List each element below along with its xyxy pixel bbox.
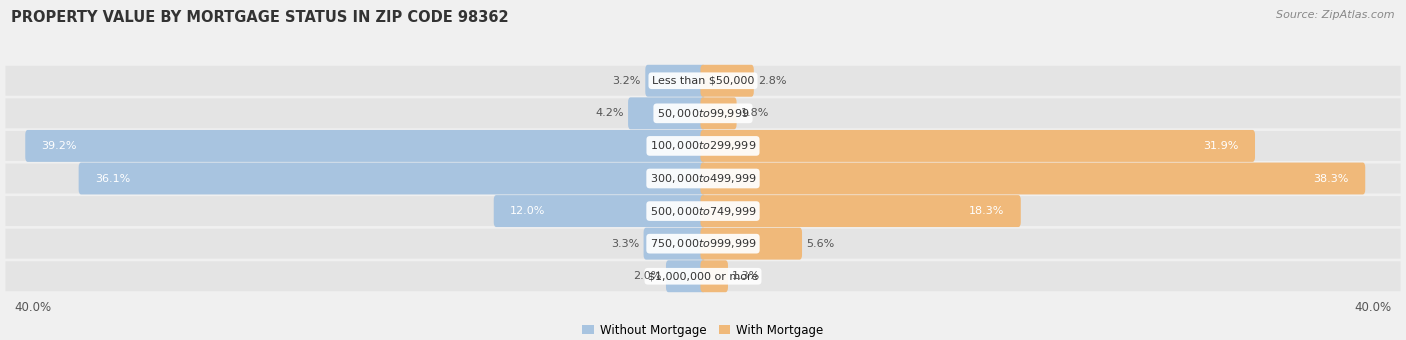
- Text: $300,000 to $499,999: $300,000 to $499,999: [650, 172, 756, 185]
- Text: $500,000 to $749,999: $500,000 to $749,999: [650, 205, 756, 218]
- FancyBboxPatch shape: [700, 260, 728, 292]
- FancyBboxPatch shape: [25, 130, 706, 162]
- FancyBboxPatch shape: [645, 65, 706, 97]
- FancyBboxPatch shape: [700, 195, 1021, 227]
- FancyBboxPatch shape: [6, 229, 1400, 259]
- Text: 4.2%: 4.2%: [595, 108, 624, 118]
- FancyBboxPatch shape: [6, 131, 1400, 161]
- FancyBboxPatch shape: [700, 130, 1256, 162]
- Text: 3.2%: 3.2%: [613, 76, 641, 86]
- Text: 40.0%: 40.0%: [1355, 301, 1392, 314]
- Text: 1.3%: 1.3%: [733, 271, 761, 281]
- FancyBboxPatch shape: [700, 97, 737, 129]
- FancyBboxPatch shape: [6, 196, 1400, 226]
- FancyBboxPatch shape: [6, 66, 1400, 96]
- Legend: Without Mortgage, With Mortgage: Without Mortgage, With Mortgage: [578, 319, 828, 340]
- FancyBboxPatch shape: [6, 164, 1400, 193]
- Text: Source: ZipAtlas.com: Source: ZipAtlas.com: [1277, 10, 1395, 20]
- Text: 40.0%: 40.0%: [14, 301, 51, 314]
- Text: 5.6%: 5.6%: [807, 239, 835, 249]
- FancyBboxPatch shape: [644, 228, 706, 260]
- FancyBboxPatch shape: [6, 261, 1400, 291]
- FancyBboxPatch shape: [666, 260, 706, 292]
- Text: $750,000 to $999,999: $750,000 to $999,999: [650, 237, 756, 250]
- Text: 3.3%: 3.3%: [612, 239, 640, 249]
- Text: 38.3%: 38.3%: [1313, 173, 1348, 184]
- Text: 2.0%: 2.0%: [633, 271, 662, 281]
- Text: 1.8%: 1.8%: [741, 108, 769, 118]
- Text: 36.1%: 36.1%: [96, 173, 131, 184]
- FancyBboxPatch shape: [628, 97, 706, 129]
- Text: PROPERTY VALUE BY MORTGAGE STATUS IN ZIP CODE 98362: PROPERTY VALUE BY MORTGAGE STATUS IN ZIP…: [11, 10, 509, 25]
- FancyBboxPatch shape: [700, 228, 801, 260]
- FancyBboxPatch shape: [79, 163, 706, 194]
- Text: 31.9%: 31.9%: [1204, 141, 1239, 151]
- Text: 12.0%: 12.0%: [510, 206, 546, 216]
- Text: 39.2%: 39.2%: [42, 141, 77, 151]
- Text: $1,000,000 or more: $1,000,000 or more: [648, 271, 758, 281]
- Text: 2.8%: 2.8%: [758, 76, 786, 86]
- Text: $50,000 to $99,999: $50,000 to $99,999: [657, 107, 749, 120]
- Text: Less than $50,000: Less than $50,000: [652, 76, 754, 86]
- FancyBboxPatch shape: [700, 65, 754, 97]
- Text: $100,000 to $299,999: $100,000 to $299,999: [650, 139, 756, 152]
- FancyBboxPatch shape: [700, 163, 1365, 194]
- Text: 18.3%: 18.3%: [969, 206, 1004, 216]
- FancyBboxPatch shape: [494, 195, 706, 227]
- FancyBboxPatch shape: [6, 98, 1400, 128]
